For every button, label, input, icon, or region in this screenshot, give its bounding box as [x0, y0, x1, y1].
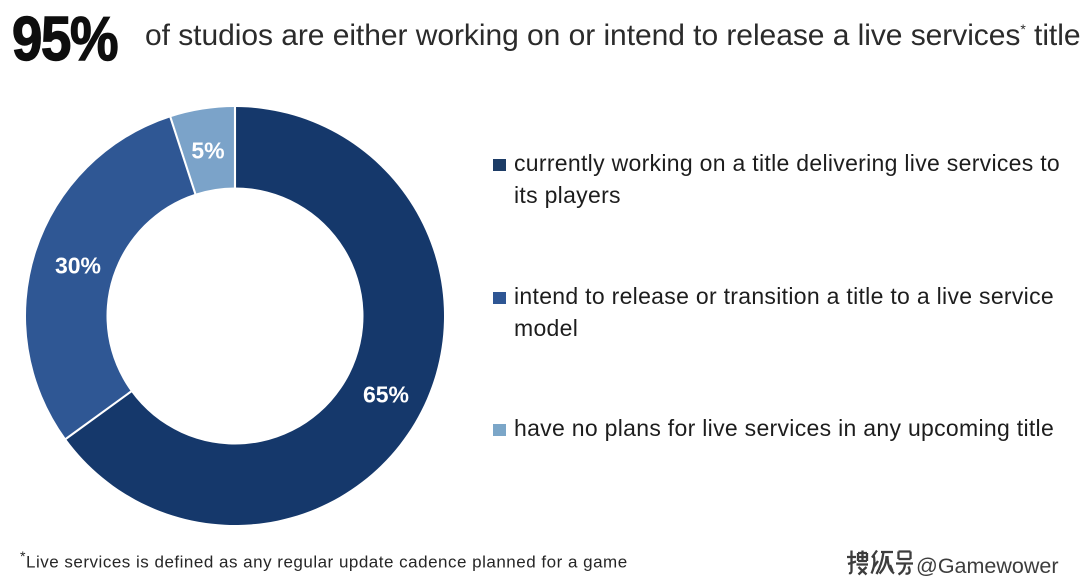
svg-text:@Gamewower: @Gamewower: [918, 556, 1061, 580]
svg-text:@Gamewower: @Gamewower: [916, 554, 1059, 578]
